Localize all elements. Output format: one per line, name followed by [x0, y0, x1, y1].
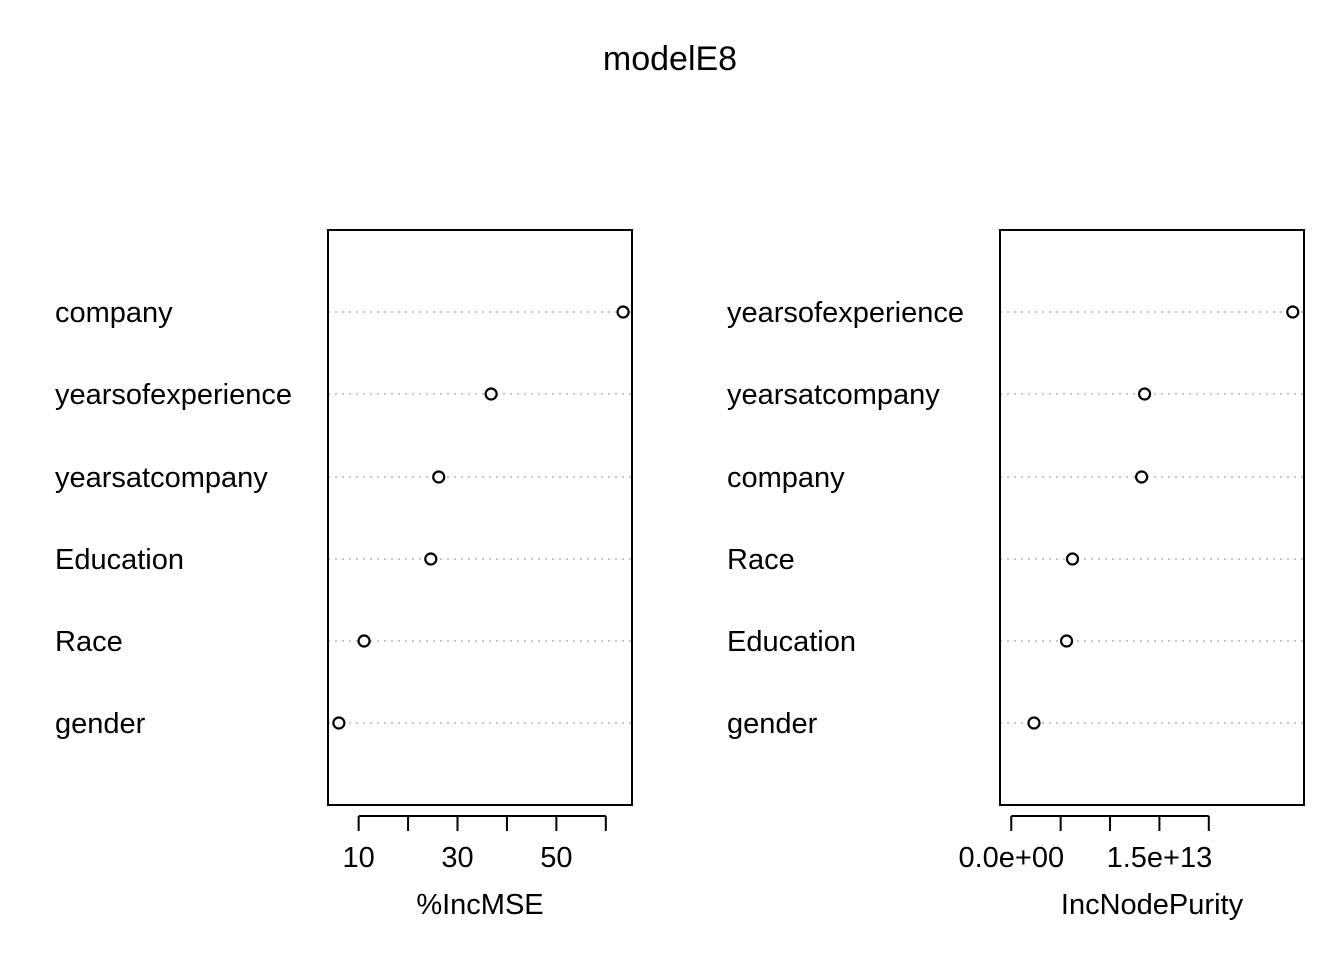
x-tick-label: 50	[540, 842, 572, 874]
point-Race	[1065, 552, 1080, 566]
point-yearsofexperience	[484, 387, 498, 401]
plot-frame	[999, 229, 1305, 806]
point-company	[1135, 470, 1149, 484]
x-tick-label: 10	[343, 842, 375, 874]
row-label-company: company	[727, 462, 845, 494]
row-label-yearsofexperience: yearsofexperience	[727, 297, 964, 329]
point-gender	[332, 716, 346, 730]
plot-frame	[327, 229, 633, 806]
row-label-Education: Education	[727, 626, 856, 658]
panel-incnodepurity: yearsofexperience yearsatcompany company Ra…	[727, 229, 1305, 921]
panels: company yearsofexperience yearsatcompany Ed…	[55, 229, 1305, 921]
point-Education	[1059, 634, 1074, 648]
point-yearsatcompany	[1137, 387, 1152, 401]
x-tick-label: 1.5e+13	[1107, 842, 1213, 874]
x-tick-label: 0.0e+00	[958, 842, 1064, 874]
row-label-yearsofexperience: yearsofexperience	[55, 379, 292, 411]
row-label-yearsatcompany: yearsatcompany	[727, 379, 940, 411]
row-label-gender: gender	[727, 708, 818, 740]
point-yearsofexperience	[1286, 305, 1300, 319]
row-label-yearsatcompany: yearsatcompany	[55, 462, 268, 494]
point-company	[616, 305, 630, 319]
x-axis-label: IncNodePurity	[1061, 889, 1244, 921]
point-gender	[1027, 716, 1041, 730]
row-label-Race: Race	[55, 626, 123, 658]
row-label-gender: gender	[55, 708, 146, 740]
row-label-Race: Race	[727, 544, 795, 576]
point-yearsatcompany	[432, 470, 446, 484]
x-axis-label: %IncMSE	[416, 889, 543, 921]
panel-incmse: company yearsofexperience yearsatcompany Ed…	[55, 229, 633, 921]
x-tick-label: 30	[441, 842, 473, 874]
chart-title: modelE8	[603, 40, 737, 78]
point-Race	[357, 634, 371, 648]
point-Education	[424, 552, 438, 566]
row-label-Education: Education	[55, 544, 184, 576]
row-label-company: company	[55, 297, 173, 329]
